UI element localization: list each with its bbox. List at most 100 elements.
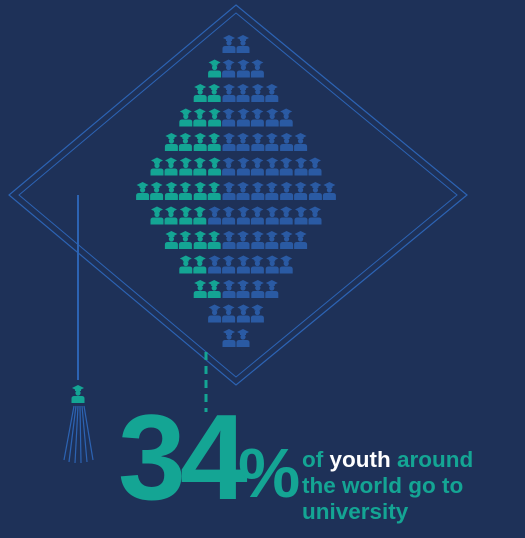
graduate-icon-other bbox=[251, 182, 265, 200]
graduate-icon-other bbox=[265, 84, 279, 102]
graduate-icon-university bbox=[179, 206, 193, 225]
cap-outline-outer bbox=[8, 4, 468, 386]
graduate-icon-university bbox=[193, 255, 207, 274]
caption-line-3: university bbox=[302, 499, 409, 524]
graduate-icon-university bbox=[193, 182, 207, 200]
graduate-icon-university bbox=[150, 157, 164, 176]
graduate-icon-university bbox=[164, 182, 178, 200]
caption-line-1: of youth around bbox=[302, 447, 473, 473]
graduate-icon-other bbox=[208, 304, 222, 323]
graduate-icon-university bbox=[164, 231, 178, 249]
graduate-icon-other bbox=[308, 157, 322, 176]
graduate-icon-university bbox=[136, 182, 150, 200]
graduate-icon-other bbox=[279, 108, 293, 127]
percentage-number: 34 bbox=[118, 389, 248, 525]
graduate-icon-other bbox=[279, 206, 293, 225]
graduate-icon-other bbox=[280, 182, 294, 200]
graduate-icon-university bbox=[208, 157, 222, 176]
graduate-icon-other bbox=[280, 133, 294, 151]
graduate-icon-other bbox=[208, 206, 222, 225]
graduate-icon-other bbox=[222, 280, 236, 298]
graduate-icon-other bbox=[265, 157, 279, 176]
graduate-icon-university bbox=[193, 108, 207, 127]
statistic-caption: of youth around the world go to universi… bbox=[302, 447, 473, 525]
graduate-icon-other bbox=[265, 108, 279, 127]
graduate-icon-other bbox=[250, 157, 264, 176]
graduate-icon-university bbox=[207, 84, 221, 102]
graduate-icon-other bbox=[236, 133, 250, 151]
graduate-icon-other bbox=[236, 59, 250, 78]
caption-line-2: the world go to bbox=[302, 473, 464, 498]
graduate-icon-other bbox=[265, 231, 279, 249]
graduate-icon-other bbox=[222, 182, 236, 200]
graduate-icon-other bbox=[265, 280, 279, 298]
graduate-icon-other bbox=[208, 255, 222, 274]
graduate-icon-other bbox=[294, 157, 308, 176]
graduate-icon-other bbox=[308, 206, 322, 225]
graduate-icon-other bbox=[222, 255, 236, 274]
graduate-icon-university bbox=[193, 84, 207, 102]
graduate-icon-university bbox=[193, 133, 207, 151]
caption-suffix: around bbox=[390, 447, 474, 472]
graduate-icon-other bbox=[236, 255, 250, 274]
graduate-icon-university bbox=[207, 133, 221, 151]
graduate-icon-other bbox=[279, 157, 293, 176]
graduate-icon-university bbox=[208, 108, 222, 127]
graduate-icon-other bbox=[222, 231, 236, 249]
graduate-icon-university bbox=[193, 280, 207, 298]
graduate-icon-university bbox=[179, 157, 193, 176]
graduate-icon-university bbox=[179, 255, 193, 274]
graduate-icon-other bbox=[280, 231, 294, 249]
graduate-icon-university bbox=[178, 182, 192, 200]
graduate-icon-university bbox=[207, 182, 221, 200]
percent-sign: % bbox=[238, 434, 301, 512]
graduate-icon-other bbox=[250, 108, 264, 127]
graduate-icon-other bbox=[294, 182, 308, 200]
graduate-icon-other bbox=[236, 182, 250, 200]
graduate-icon-other bbox=[265, 206, 279, 225]
graduate-icon-other bbox=[294, 231, 308, 249]
graduate-icon-other bbox=[250, 206, 264, 225]
graduate-icon-other bbox=[236, 35, 250, 53]
graduate-icon-other bbox=[236, 304, 250, 323]
graduate-icon-other bbox=[251, 231, 265, 249]
graduate-icon-other bbox=[222, 133, 236, 151]
graduate-icon-other bbox=[308, 182, 322, 200]
tassel-icon bbox=[63, 385, 94, 464]
graduate-icon-other bbox=[251, 280, 265, 298]
graduate-icon-university bbox=[178, 231, 192, 249]
graduate-icon-other bbox=[250, 255, 264, 274]
graduate-icon-other bbox=[236, 329, 250, 347]
graduate-icon-other bbox=[294, 206, 308, 225]
graduate-icon-university bbox=[164, 133, 178, 151]
caption-highlight: youth bbox=[329, 447, 391, 472]
graduate-icon-other bbox=[236, 280, 250, 298]
graduate-icon-university bbox=[164, 206, 178, 225]
graduate-icon-other bbox=[222, 157, 236, 176]
graduate-icon-other bbox=[251, 133, 265, 151]
graduate-icon-university bbox=[207, 280, 221, 298]
graduate-icon-university bbox=[150, 206, 164, 225]
graduate-icon-grid bbox=[136, 35, 336, 347]
graduate-icon-other bbox=[322, 182, 336, 200]
graduate-icon-other bbox=[222, 304, 236, 323]
graduate-icon-university bbox=[178, 133, 192, 151]
graduate-icon-other bbox=[279, 255, 293, 274]
graduate-icon-university bbox=[193, 231, 207, 249]
graduate-icon-other bbox=[265, 182, 279, 200]
graduate-icon-other bbox=[222, 84, 236, 102]
graduate-icon-university bbox=[193, 157, 207, 176]
graduate-icon-other bbox=[236, 206, 250, 225]
graduate-icon-other bbox=[294, 133, 308, 151]
graduate-icon-other bbox=[251, 84, 265, 102]
graduate-icon-university bbox=[179, 108, 193, 127]
graduate-icon-other bbox=[265, 255, 279, 274]
graduate-icon-other bbox=[236, 231, 250, 249]
graduate-icon-university bbox=[207, 231, 221, 249]
graduate-icon-other bbox=[265, 133, 279, 151]
graduate-icon-other bbox=[222, 108, 236, 127]
graduate-icon-university bbox=[164, 157, 178, 176]
cap-outline-inner bbox=[18, 12, 458, 378]
